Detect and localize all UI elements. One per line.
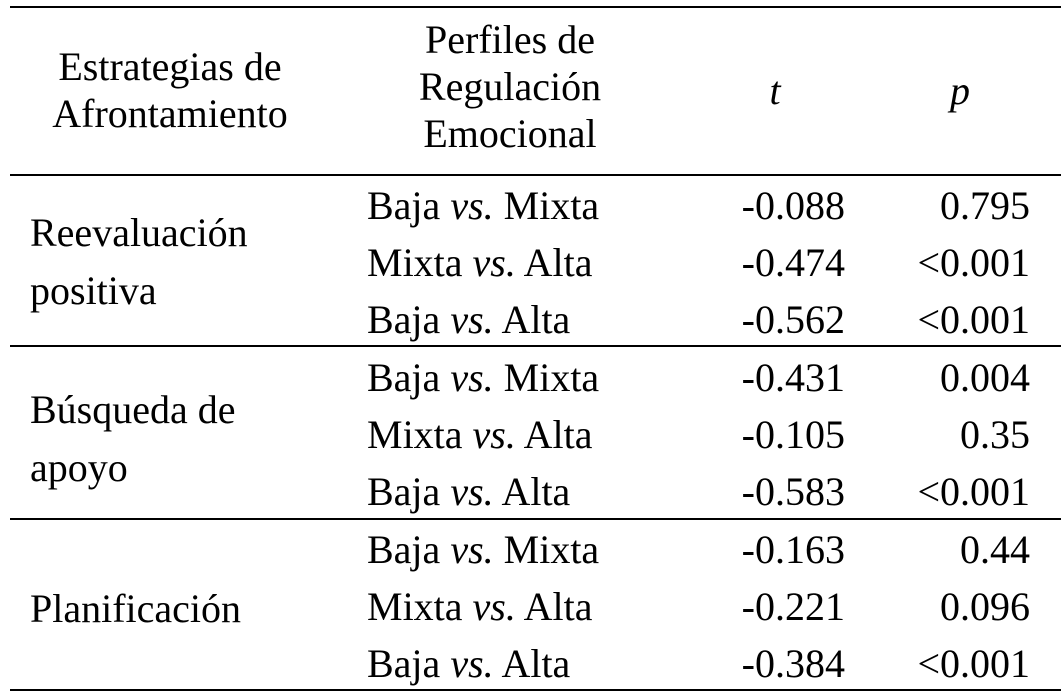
t-value: -0.384	[741, 641, 845, 686]
table-row: Baja vs. Alta	[367, 463, 570, 521]
group-rule-1	[10, 345, 1061, 347]
strategy-line1: Planificación	[30, 586, 242, 631]
profile-vs: vs.	[472, 412, 516, 457]
t-value: -0.474	[741, 240, 845, 285]
t-value: -0.562	[741, 297, 845, 342]
profile-right: Mixta	[503, 527, 600, 572]
header-profiles-line1: Perfiles de	[425, 17, 595, 62]
table-row: Mixta vs. Alta	[367, 234, 593, 292]
profile-right: Mixta	[503, 355, 600, 400]
profile-vs: vs.	[472, 584, 516, 629]
header-strategy-line2: Afrontamiento	[52, 91, 288, 136]
profile-vs: vs.	[450, 183, 494, 228]
header-strategy: Estrategias de Afrontamiento	[20, 43, 320, 137]
profile-vs: vs.	[450, 641, 494, 686]
profile-right: Alta	[501, 641, 571, 686]
profile-right: Alta	[501, 469, 571, 514]
table-row: Mixta vs. Alta	[367, 406, 593, 464]
t-value: -0.105	[741, 412, 845, 457]
profile-right: Mixta	[503, 183, 600, 228]
profile-right: Alta	[523, 584, 593, 629]
p-value: <0.001	[917, 240, 1030, 285]
p-value: 0.795	[940, 183, 1030, 228]
profile-right: Alta	[523, 240, 593, 285]
profile-left: Baja	[367, 355, 441, 400]
p-value: <0.001	[917, 297, 1030, 342]
profile-vs: vs.	[450, 469, 494, 514]
header-t: t	[740, 67, 810, 114]
header-p-label: p	[950, 68, 970, 113]
table-row: Baja vs. Mixta	[367, 177, 599, 235]
strategy-label: Búsqueda de apoyo	[30, 381, 236, 497]
profile-left: Baja	[367, 641, 441, 686]
strategy-line1: Búsqueda de	[30, 387, 236, 432]
strategy-label: Reevaluación positiva	[30, 204, 248, 320]
t-value: -0.431	[741, 355, 845, 400]
strategy-line1: Reevaluación	[30, 210, 248, 255]
header-profiles: Perfiles de Regulación Emocional	[360, 16, 660, 157]
profile-left: Mixta	[367, 240, 463, 285]
table-row: Baja vs. Mixta	[367, 521, 599, 579]
profile-vs: vs.	[472, 240, 516, 285]
header-rule	[10, 174, 1061, 176]
header-p: p	[925, 67, 995, 114]
header-t-label: t	[769, 68, 781, 113]
profile-right: Alta	[523, 412, 593, 457]
top-rule	[10, 6, 1061, 8]
t-value: -0.221	[741, 584, 845, 629]
strategy-line2: positiva	[30, 268, 157, 313]
table-row: Baja vs. Alta	[367, 635, 570, 693]
p-value: <0.001	[917, 469, 1030, 514]
strategy-line2: apoyo	[30, 445, 128, 490]
profile-left: Baja	[367, 183, 441, 228]
t-value: -0.163	[741, 527, 845, 572]
profile-left: Baja	[367, 469, 441, 514]
profile-vs: vs.	[450, 355, 494, 400]
profile-left: Mixta	[367, 412, 463, 457]
table-row: Baja vs. Mixta	[367, 349, 599, 407]
profile-left: Baja	[367, 527, 441, 572]
profile-vs: vs.	[450, 297, 494, 342]
p-value: 0.44	[960, 527, 1030, 572]
strategy-label: Planificación	[30, 580, 241, 638]
t-value: -0.583	[741, 469, 845, 514]
table-row: Mixta vs. Alta	[367, 578, 593, 636]
header-profiles-line3: Emocional	[423, 111, 597, 156]
profile-left: Baja	[367, 297, 441, 342]
p-value: 0.35	[960, 412, 1030, 457]
t-value: -0.088	[741, 183, 845, 228]
header-profiles-line2: Regulación	[418, 64, 602, 109]
profile-right: Alta	[501, 297, 571, 342]
group-rule-2	[10, 518, 1061, 520]
p-value: 0.096	[940, 584, 1030, 629]
profile-left: Mixta	[367, 584, 463, 629]
bottom-rule	[10, 689, 1061, 691]
profile-vs: vs.	[450, 527, 494, 572]
table-row: Baja vs. Alta	[367, 291, 570, 349]
p-value: 0.004	[940, 355, 1030, 400]
p-value: <0.001	[917, 641, 1030, 686]
header-strategy-line1: Estrategias de	[58, 44, 282, 89]
